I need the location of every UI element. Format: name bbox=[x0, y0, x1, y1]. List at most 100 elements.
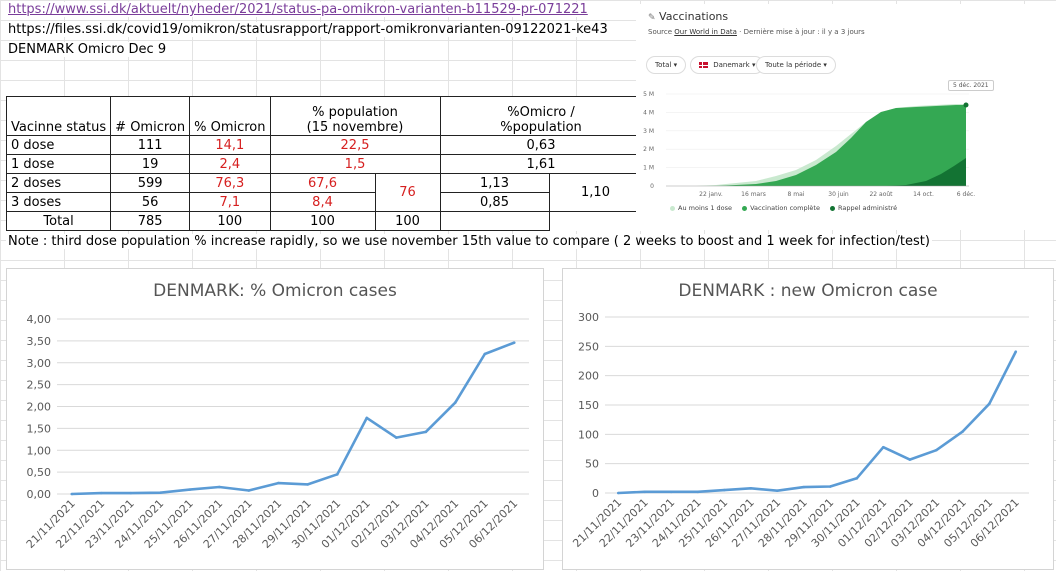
data-point bbox=[483, 352, 487, 356]
vax-x-tick-label: 22 août bbox=[869, 191, 893, 198]
filter-total-label: Total bbox=[655, 61, 672, 69]
cell-count: 56 bbox=[110, 192, 191, 212]
vax-x-tick-label: 22 janv. bbox=[699, 191, 723, 198]
sheet-title: DENMARK Omicro Dec 9 bbox=[6, 42, 169, 57]
cell-pct-omicron: 2,4 bbox=[189, 154, 271, 174]
data-point bbox=[424, 430, 428, 434]
cell-empty bbox=[439, 211, 550, 231]
source-link[interactable]: Our World in Data bbox=[674, 28, 737, 36]
cell-pct-population: 8,4 bbox=[269, 192, 376, 212]
cell-ratio: 1,61 bbox=[439, 154, 643, 174]
cell-count: 599 bbox=[110, 173, 191, 193]
y-tick-label: 50 bbox=[585, 458, 599, 471]
y-tick-label: 250 bbox=[578, 340, 599, 353]
table-row: 2 doses 599 76,3 67,6 76 1,13 1,10 bbox=[5, 173, 643, 212]
vaccinations-heading: ✎ Vaccinations bbox=[648, 10, 728, 23]
cell-pct-population: 1,5 bbox=[269, 154, 441, 174]
note-text: Note : third dose population % increase … bbox=[6, 234, 932, 249]
vaccinations-source: Source Our World in Data · Dernière mise… bbox=[648, 28, 865, 36]
data-point bbox=[802, 485, 806, 489]
y-tick-label: 2,00 bbox=[27, 401, 52, 414]
denmark-flag-icon bbox=[699, 62, 708, 68]
legend-complete: Vaccination complète bbox=[750, 204, 820, 212]
legend-dot-complete bbox=[742, 205, 748, 211]
vax-y-tick-label: 1 M bbox=[643, 165, 654, 172]
y-tick-label: 3,50 bbox=[27, 335, 52, 348]
col-header-pct-population: % population (15 novembre) bbox=[269, 96, 441, 136]
legend-dot-booster bbox=[830, 205, 836, 211]
cell-ratio: 0,85 bbox=[439, 192, 550, 212]
data-point bbox=[934, 448, 938, 452]
cell-count: 19 bbox=[110, 154, 191, 174]
vax-x-tick-label: 14 oct. bbox=[913, 191, 934, 198]
filter-total-dropdown[interactable]: Total ▾ bbox=[646, 56, 687, 74]
chart-pct-omicron-plot: 0,000,501,001,502,002,503,003,504,0021/1… bbox=[24, 313, 529, 551]
y-tick-label: 0 bbox=[592, 487, 599, 500]
chart-title: DENMARK: % Omicron cases bbox=[153, 281, 397, 301]
cell-total-label: Total bbox=[5, 211, 112, 231]
data-point bbox=[70, 492, 74, 496]
chart-title: DENMARK : new Omicron case bbox=[678, 281, 938, 301]
caret-down-icon: ▾ bbox=[751, 61, 756, 69]
data-point bbox=[669, 490, 673, 494]
y-tick-label: 4,00 bbox=[27, 313, 52, 326]
source-prefix: Source bbox=[648, 28, 673, 36]
cell-ratio: 1,13 bbox=[439, 173, 550, 193]
cell-total-pct: 100 bbox=[189, 211, 271, 231]
cell-merged-population: 76 bbox=[374, 173, 441, 212]
series-line bbox=[71, 341, 515, 496]
cell-status: 3 doses bbox=[5, 192, 112, 212]
y-tick-label: 300 bbox=[578, 311, 599, 324]
cell-pct-omicron: 76,3 bbox=[189, 173, 271, 193]
data-point bbox=[247, 489, 251, 492]
data-point bbox=[453, 401, 457, 404]
y-tick-label: 3,00 bbox=[27, 357, 52, 370]
cell-pct-omicron: 14,1 bbox=[189, 135, 271, 155]
data-point bbox=[129, 491, 133, 495]
date-tooltip: 5 déc. 2021 bbox=[948, 80, 994, 91]
y-tick-label: 0,00 bbox=[27, 488, 52, 501]
vaccination-legend: Au moins 1 dose Vaccination complète Rap… bbox=[662, 204, 897, 212]
vax-x-tick-label: 30 juin bbox=[828, 191, 849, 198]
filter-country-dropdown[interactable]: Danemark ▾ bbox=[690, 56, 765, 74]
source-suffix: · Dernière mise à jour : il y a 3 jours bbox=[739, 28, 865, 36]
cell-pct-population: 67,6 bbox=[269, 173, 376, 193]
y-tick-label: 1,00 bbox=[27, 444, 52, 457]
syringe-icon: ✎ bbox=[648, 13, 656, 23]
legend-one-dose: Au moins 1 dose bbox=[678, 204, 733, 212]
table-header-row: Vacinne status # Omicron % Omicron % pop… bbox=[5, 96, 643, 136]
col-header-ratio-line2: %population bbox=[500, 120, 582, 135]
cell-total-count: 785 bbox=[110, 211, 191, 231]
cell-pct-population: 22,5 bbox=[269, 135, 441, 155]
table-total-row: Total 785 100 100 100 bbox=[5, 211, 643, 231]
data-point bbox=[217, 485, 221, 489]
ssi-report-url: https://files.ssi.dk/covid19/omikron/sta… bbox=[6, 22, 610, 37]
col-header-pct-population-line2: (15 novembre) bbox=[306, 120, 404, 135]
data-point bbox=[987, 402, 991, 406]
data-point bbox=[696, 490, 700, 494]
vaccine-status-table: Vacinne status # Omicron % Omicron % pop… bbox=[5, 96, 643, 231]
cell-merged-ratio: 1,10 bbox=[548, 173, 643, 212]
cell-total-pop2: 100 bbox=[374, 211, 441, 231]
data-point bbox=[306, 483, 310, 486]
table-row: 0 dose 111 14,1 22,5 0,63 bbox=[5, 135, 643, 155]
filter-period-label: Toute la période bbox=[765, 61, 822, 69]
col-header-omicron: # Omicron bbox=[110, 96, 191, 136]
cell-ratio: 0,63 bbox=[439, 135, 643, 155]
chart-pct-omicron: DENMARK: % Omicron cases 0,00 0,50 1,00 1,5… bbox=[6, 268, 544, 570]
vax-x-tick-label: 6 déc. bbox=[957, 191, 976, 198]
filter-period-dropdown[interactable]: Toute la période ▾ bbox=[756, 56, 836, 74]
data-point bbox=[961, 430, 965, 433]
data-point bbox=[335, 473, 339, 476]
vax-y-tick-label: 0 bbox=[650, 183, 654, 190]
chart-new-omicron-plot: 05010015020025030021/11/202122/11/202123… bbox=[570, 311, 1029, 550]
y-tick-label: 100 bbox=[578, 428, 599, 441]
cell-pct-omicron: 7,1 bbox=[189, 192, 271, 212]
data-point bbox=[908, 458, 912, 461]
col-header-ratio: %Omicro / %population bbox=[439, 96, 643, 136]
cell-status: 0 dose bbox=[5, 135, 112, 155]
ssi-news-link[interactable]: https://www.ssi.dk/aktuelt/nyheder/2021/… bbox=[6, 2, 590, 17]
data-point bbox=[512, 341, 516, 344]
caret-down-icon: ▾ bbox=[823, 61, 827, 69]
data-point bbox=[881, 445, 885, 449]
